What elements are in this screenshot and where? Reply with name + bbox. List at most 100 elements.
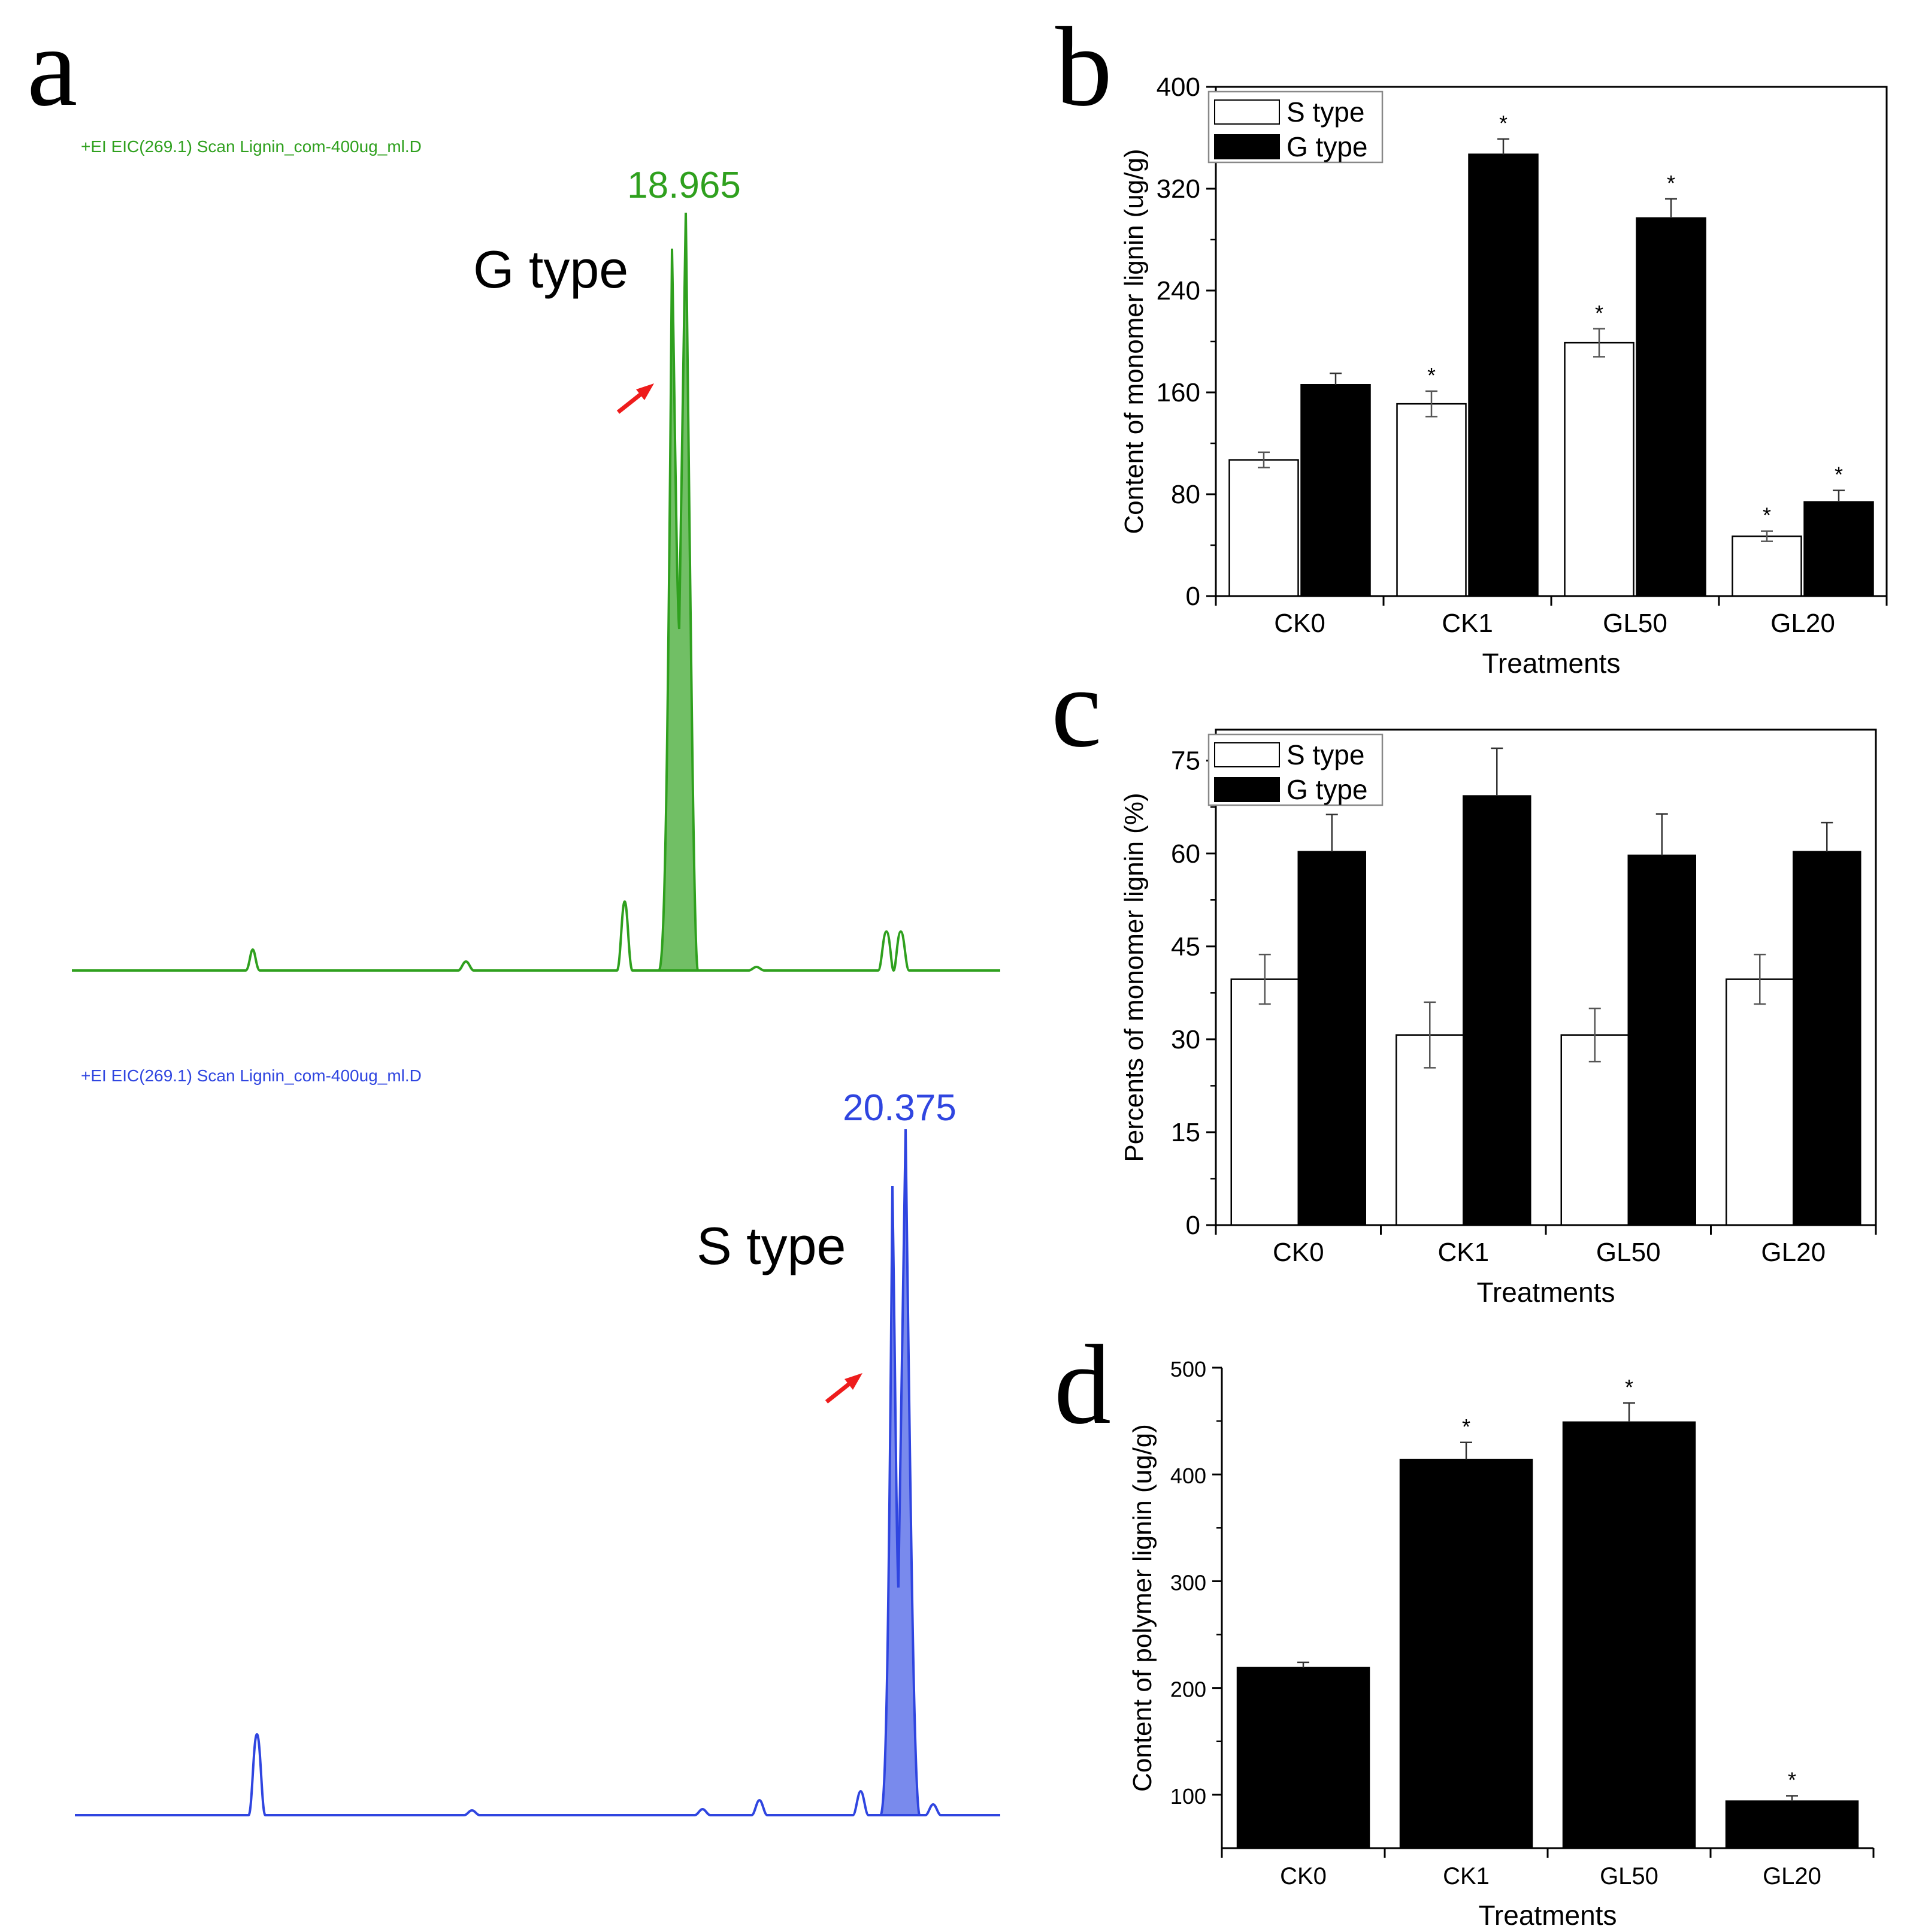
arrow-icon: [616, 383, 654, 414]
chromatogram-top-main-peak-fill: [658, 212, 700, 972]
error-bar: [1593, 328, 1605, 358]
chromatogram-bottom-main-peak-fill: [879, 1129, 921, 1816]
bar-ck0: [1236, 1667, 1370, 1849]
bar-s-type-ck1: [1396, 403, 1467, 597]
y-tick-label: 240: [1157, 276, 1200, 306]
y-tick-label: 80: [1171, 480, 1200, 509]
error-bar: [1330, 372, 1342, 385]
error-bar: [1491, 747, 1503, 796]
y-tick-label: 300: [1170, 1570, 1206, 1595]
x-tick-label-ck0: CK0: [1273, 1238, 1324, 1267]
y-tick-label: 30: [1171, 1025, 1200, 1054]
error-bar: [1821, 821, 1833, 852]
x-tick-label-ck1: CK1: [1437, 1238, 1489, 1267]
arrow-icon: [825, 1373, 862, 1404]
bar-s-type-gl50: [1564, 341, 1634, 597]
significance-asterisk: *: [1763, 503, 1771, 528]
chart-d: * * * 100 200 300 400 500 CK0 CK1 GL50 GL20 Treat…: [1128, 1357, 1875, 1931]
significance-asterisk: *: [1835, 462, 1843, 487]
significance-asterisk: *: [1595, 301, 1603, 325]
significance-asterisk: *: [1788, 1768, 1796, 1792]
y-tick-label: 60: [1171, 839, 1200, 869]
error-bar: [1425, 390, 1437, 418]
y-tick-label: 500: [1170, 1357, 1206, 1381]
y-tick-label: 0: [1186, 582, 1200, 611]
legend-label-s-type: S type: [1287, 96, 1364, 128]
error-bar: [1655, 813, 1668, 855]
significance-asterisk: *: [1427, 363, 1436, 388]
error-bar: [1833, 489, 1845, 502]
bar-s-type-gl20: [1732, 535, 1802, 597]
chart-b-y-axis-label: Content of monomer lignin (ug/g): [1119, 149, 1149, 534]
error-bar: [1665, 198, 1677, 218]
legend-swatch-g-type: [1214, 777, 1280, 802]
x-tick-label-ck1: CK1: [1443, 1863, 1490, 1889]
y-tick-label: 320: [1157, 174, 1200, 204]
y-tick-label: 75: [1171, 746, 1200, 776]
chromatogram-top-type-label: G type: [473, 240, 628, 299]
chart-b-legend: S type G type: [1207, 90, 1384, 164]
panel-label-c: c: [1051, 645, 1101, 771]
x-tick-label-gl20: GL20: [1761, 1238, 1826, 1267]
bar-g-type-ck1: [1468, 153, 1539, 597]
legend-label-g-type: G type: [1287, 774, 1368, 805]
x-tick-label-gl20: GL20: [1770, 609, 1835, 638]
bar-g-type-gl20: [1803, 501, 1874, 597]
bar-g-type-ck0: [1297, 851, 1366, 1226]
error-bar: [1497, 138, 1509, 155]
chart-d-x-axis-label: Treatments: [1479, 1900, 1617, 1931]
error-bar: [1754, 954, 1766, 1005]
x-tick-label-ck1: CK1: [1442, 609, 1493, 638]
error-bar: [1786, 1795, 1798, 1801]
x-tick-label-gl50: GL50: [1603, 609, 1667, 638]
legend-swatch-s-type: [1214, 742, 1280, 767]
bar-s-type-gl50: [1560, 1034, 1629, 1226]
chromatogram-bottom-peak-label: 20.375: [843, 1087, 957, 1129]
bar-ck1: [1399, 1459, 1533, 1849]
y-tick-label: 160: [1157, 378, 1200, 407]
bar-gl50: [1562, 1421, 1696, 1849]
significance-asterisk: *: [1499, 111, 1508, 135]
chromatogram-top-peak-label: 18.965: [627, 165, 741, 206]
chart-c-legend: S type G type: [1207, 733, 1384, 806]
chart-c-x-axis-label: Treatments: [1477, 1277, 1615, 1308]
significance-asterisk: *: [1462, 1414, 1470, 1439]
error-bar: [1623, 1402, 1635, 1422]
y-tick-label: 0: [1186, 1211, 1200, 1240]
bar-s-type-gl20: [1726, 978, 1794, 1226]
x-tick-label-gl50: GL50: [1596, 1238, 1661, 1267]
bar-g-type-gl50: [1627, 854, 1696, 1226]
chart-d-y-axis-label: Content of polymer lignin (ug/g): [1128, 1424, 1157, 1792]
panel-label-b: b: [1055, 4, 1112, 130]
bar-s-type-ck0: [1230, 978, 1299, 1226]
chromatogram-bottom: [75, 1129, 1000, 1816]
x-tick-label-ck0: CK0: [1280, 1863, 1327, 1889]
chromatogram-bottom-type-label: S type: [697, 1216, 846, 1275]
bar-g-type-gl20: [1793, 851, 1861, 1226]
bar-s-type-ck0: [1228, 459, 1299, 597]
x-tick-label-gl20: GL20: [1763, 1863, 1821, 1889]
chart-c: 0 15 30 45 60 75 CK0 CK1 GL50 GL20 Treatments Pe…: [1119, 728, 1877, 1308]
legend-label-s-type: S type: [1287, 739, 1364, 770]
error-bar: [1297, 1661, 1309, 1668]
chart-c-y-axis-label: Percents of monomer lignin (%): [1119, 793, 1149, 1162]
x-tick-label-gl50: GL50: [1600, 1863, 1658, 1889]
panel-label-a: a: [27, 4, 77, 130]
chromatogram-top: [72, 212, 1000, 972]
significance-asterisk: *: [1625, 1375, 1633, 1399]
bar-gl20: [1725, 1800, 1859, 1849]
error-bar: [1258, 954, 1271, 1005]
legend-swatch-g-type: [1214, 134, 1280, 159]
panel-label-d: d: [1054, 1322, 1111, 1448]
bar-g-type-gl50: [1636, 217, 1706, 597]
y-tick-label: 45: [1171, 932, 1200, 962]
chart-b-x-axis-label: Treatments: [1482, 648, 1621, 679]
significance-asterisk: *: [1667, 171, 1675, 195]
error-bar: [1258, 451, 1270, 468]
error-bar: [1588, 1007, 1601, 1063]
error-bar: [1325, 814, 1338, 852]
y-tick-label: 200: [1170, 1677, 1206, 1702]
legend-label-g-type: G type: [1287, 131, 1368, 162]
y-tick-label: 400: [1170, 1464, 1206, 1488]
